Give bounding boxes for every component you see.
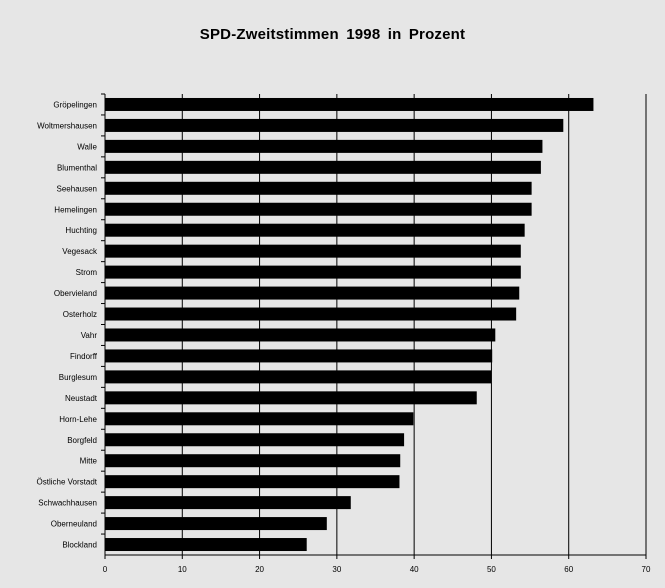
category-label: Hemelingen [54,205,97,214]
category-label: Schwachhausen [38,499,97,508]
category-label: Östliche Vorstadt [37,478,98,487]
bar [105,160,541,174]
x-tick-label: 20 [255,565,264,574]
x-tick-label: 60 [564,565,573,574]
bar [105,433,405,447]
category-label: Strom [76,268,98,277]
bar [105,97,594,111]
category-label: Neustadt [65,394,98,403]
category-label: Burglesum [59,373,98,382]
bar [105,202,532,216]
category-label: Blumenthal [57,163,97,172]
bar [105,538,307,552]
bar [105,265,521,279]
x-tick-label: 50 [487,565,496,574]
category-label: Blockland [62,541,97,550]
category-label: Vegesack [62,247,98,256]
bar [105,118,564,132]
bar [105,370,492,384]
bar [105,244,521,258]
x-tick-label: 0 [103,565,108,574]
bar [105,223,525,237]
bar [105,517,327,531]
category-label: Gröpelingen [53,100,97,109]
bar [105,307,517,321]
bar [105,139,543,153]
x-tick-label: 40 [410,565,419,574]
category-label: Osterholz [63,310,97,319]
category-label: Mitte [80,457,98,466]
category-label: Obervieland [54,289,97,298]
chart-title: SPD-Zweitstimmen 1998 in Prozent [199,26,466,43]
x-tick-label: 70 [642,565,651,574]
category-label: Findorff [70,352,98,361]
category-label: Seehausen [57,184,97,193]
bar [105,328,496,342]
category-label: Oberneuland [51,520,97,529]
bar [105,412,414,426]
bar [105,475,400,489]
category-label: Huchting [65,226,97,235]
category-label: Horn-Lehe [59,415,97,424]
bar [105,181,532,195]
category-label: Woltmershausen [37,121,97,130]
bar [105,349,493,363]
bar [105,454,401,468]
x-tick-label: 10 [178,565,187,574]
bar [105,391,477,405]
category-label: Vahr [81,331,98,340]
bar [105,286,520,300]
category-label: Borgfeld [67,436,97,445]
category-label: Walle [77,142,97,151]
x-tick-label: 30 [332,565,341,574]
bar [105,496,351,510]
